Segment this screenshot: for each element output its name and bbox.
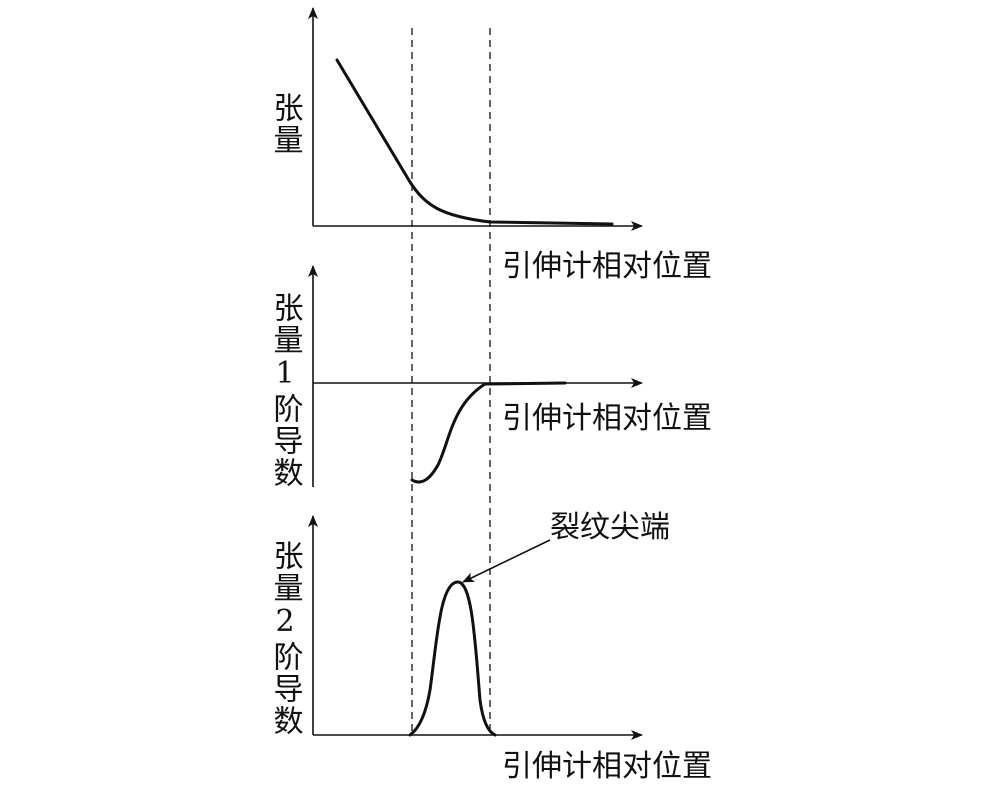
x-label: 引伸计相对位置 bbox=[502, 401, 712, 436]
x-label: 引伸计相对位置 bbox=[502, 749, 712, 784]
annotation: 裂纹尖端 bbox=[550, 510, 670, 545]
y-label: 张量 bbox=[268, 92, 303, 156]
panel: 张量2阶导数 引伸计相对位置 bbox=[268, 515, 712, 784]
y-label: 张量2阶导数 bbox=[268, 540, 303, 737]
panel: 张量 引伸计相对位置 bbox=[268, 7, 712, 284]
y-label: 张量1阶导数 bbox=[268, 292, 303, 489]
panel: 张量1阶导数 引伸计相对位置 bbox=[268, 265, 712, 489]
curve bbox=[410, 381, 567, 484]
annotation-arrow bbox=[462, 539, 551, 583]
curve bbox=[335, 58, 614, 226]
curve bbox=[408, 580, 497, 737]
x-label: 引伸计相对位置 bbox=[502, 249, 712, 284]
